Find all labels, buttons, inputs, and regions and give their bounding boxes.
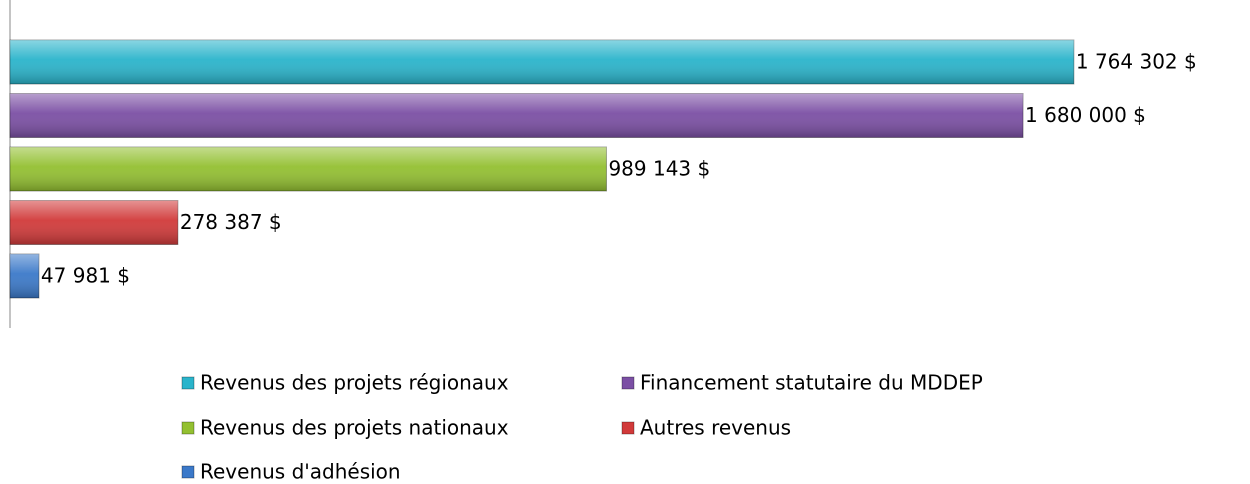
- bar-shine: [10, 147, 607, 191]
- value-label: 1 764 302 $: [1076, 50, 1197, 74]
- bar-shine: [10, 93, 1024, 138]
- value-label: 1 680 000 $: [1025, 103, 1146, 127]
- legend-label: Autres revenus: [640, 416, 791, 440]
- legend-label: Financement statutaire du MDDEP: [640, 371, 983, 395]
- value-label: 989 143 $: [608, 157, 710, 181]
- legend-label: Revenus des projets régionaux: [200, 371, 509, 395]
- legend-swatch: [621, 376, 635, 390]
- bar-shine: [10, 200, 178, 245]
- legend-swatch: [181, 421, 195, 435]
- legend-swatch: [621, 421, 635, 435]
- legend-label: Revenus d'adhésion: [200, 460, 401, 484]
- legend-swatch: [181, 465, 195, 479]
- legend-label: Revenus des projets nationaux: [200, 416, 509, 440]
- bar-shine: [10, 254, 39, 298]
- value-label: 47 981 $: [41, 264, 130, 288]
- bar-shine: [10, 40, 1074, 84]
- legend-swatch: [181, 376, 195, 390]
- value-label: 278 387 $: [180, 210, 282, 234]
